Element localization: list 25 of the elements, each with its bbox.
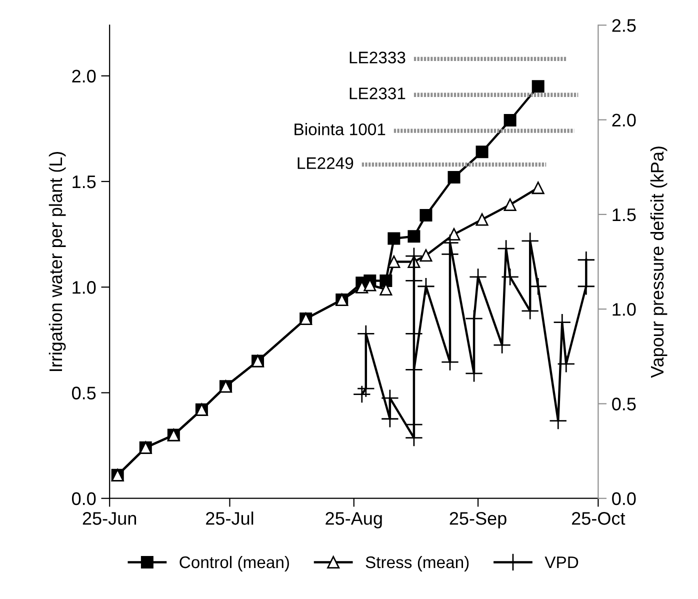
legend-label: Stress (mean) bbox=[366, 556, 469, 572]
x-tick-label: 25-Oct bbox=[572, 512, 626, 525]
y2-axis-title: Vapour pressure deficit (kPa) bbox=[650, 146, 668, 378]
y-tick-label: 1.0 bbox=[72, 281, 96, 294]
x-tick-label: 25-Aug bbox=[326, 512, 382, 528]
y2-tick-label: 2.0 bbox=[612, 114, 636, 127]
x-tick-label: 25-Jul bbox=[206, 512, 254, 525]
y-tick-label: 0.0 bbox=[72, 492, 96, 506]
series-label: LE2331 bbox=[350, 88, 406, 100]
y-tick-label: 2.0 bbox=[72, 70, 96, 83]
y2-tick-label: 0.5 bbox=[612, 398, 636, 410]
y-axis-title: Irrigation water per plant (L) bbox=[48, 152, 66, 371]
legend-label: Control (mean) bbox=[180, 556, 289, 572]
y2-tick-label: 1.5 bbox=[612, 208, 636, 222]
x-tick-label: 25-Jun bbox=[82, 512, 136, 525]
y2-tick-label: 1.0 bbox=[612, 303, 636, 316]
y-tick-label: 1.5 bbox=[72, 176, 96, 188]
y2-tick-label: 2.5 bbox=[612, 19, 636, 32]
y-tick-label: 0.5 bbox=[72, 386, 96, 400]
x-tick-label: 25-Sep bbox=[450, 512, 506, 528]
y2-tick-label: 0.0 bbox=[612, 492, 636, 506]
series-label: LE2249 bbox=[298, 157, 354, 170]
series-label: LE2333 bbox=[350, 52, 406, 64]
series-label: Biointa 1001 bbox=[294, 123, 386, 136]
legend-label: VPD bbox=[544, 556, 578, 568]
